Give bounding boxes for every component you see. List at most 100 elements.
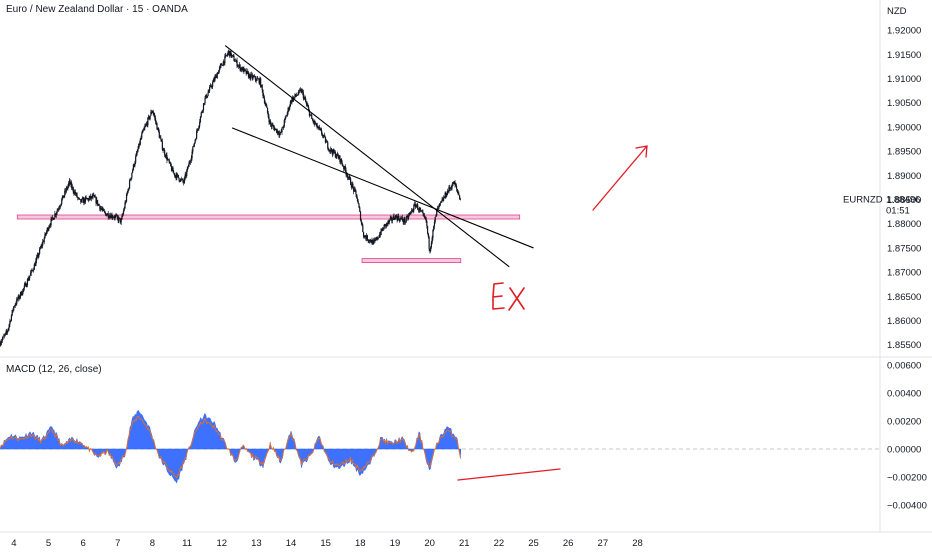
candle [32,267,35,273]
candle [111,212,113,220]
price-tick-label: 1.88000 [887,219,921,230]
candle [103,208,105,212]
candle [404,216,406,225]
candle [448,185,450,194]
candle [126,190,128,197]
candle [301,88,303,94]
time-tick-label: 25 [528,538,539,549]
candle [63,195,65,199]
candle [209,83,211,88]
candle [403,216,405,225]
candle [380,228,382,236]
candle [322,134,324,139]
candle [257,76,259,79]
candle [372,238,375,245]
candle [343,165,346,171]
candle [10,320,12,323]
candle [29,270,32,276]
candle [151,110,153,115]
candle [176,172,178,181]
candle [46,227,48,234]
price-tick-label: 1.87500 [887,243,921,254]
candle [426,225,429,235]
candle [30,269,32,276]
candle [39,245,41,250]
time-tick-label: 5 [46,538,51,549]
candle [5,329,7,335]
candle [384,224,386,227]
candle [232,53,234,58]
candle [282,124,285,130]
candle [84,195,86,205]
candle [231,55,234,58]
macd-title: MACD (12, 26, close) [6,364,102,375]
candle [69,179,71,188]
support-zone-1[interactable] [16,214,521,220]
candle [217,71,219,75]
candle [116,214,118,220]
symbol-label: EURNZD [843,195,883,206]
candle [170,162,172,167]
candle [244,69,247,72]
candle [293,96,295,99]
candle [342,164,344,168]
candle [388,219,391,225]
candle [244,68,246,72]
price-tick-label: 1.85500 [887,340,921,351]
trendline-2[interactable] [231,127,534,249]
candle [176,173,179,177]
macd-tick-label: −0.00200 [887,473,927,484]
candle [141,131,143,140]
candle [359,206,361,212]
candle [216,71,218,79]
candle [213,76,215,83]
candle [287,106,289,115]
candle [237,64,240,69]
candle [162,148,164,154]
candle [129,178,131,181]
candle [55,211,58,218]
candle [247,70,250,79]
candle [87,197,89,201]
candle [40,244,42,249]
candle [14,302,16,308]
candle [351,181,353,189]
candle [27,276,29,282]
candle [24,281,26,286]
candle [407,213,410,221]
candle [439,201,442,206]
last-price-label: 1.88496 [886,195,920,206]
candle [157,127,160,133]
price-pane[interactable] [0,45,534,347]
candle [61,195,64,201]
trendline-1[interactable] [224,45,510,268]
candle [22,288,24,296]
candle [445,191,447,199]
candle [196,128,198,139]
candle [427,232,429,239]
candle [90,193,92,201]
candle [83,196,85,206]
candle [34,261,36,267]
candle [281,127,283,135]
candle [397,213,399,222]
candle [440,200,442,203]
candle [274,127,276,131]
candle [61,197,63,206]
candle [271,122,273,129]
candle [382,227,384,232]
candle [358,203,360,208]
candle [254,75,256,83]
macd-pane[interactable] [0,409,880,484]
time-tick-label: 22 [494,538,505,549]
candle [340,158,343,165]
candle [19,291,22,299]
candle [91,193,93,199]
candle [296,94,298,96]
candle [173,172,176,178]
candle [58,204,61,211]
candle [310,113,312,116]
candle [135,150,138,157]
support-zone-2[interactable] [361,258,462,263]
chart-title: Euro / New Zealand Dollar · 15 · OANDA [6,4,188,15]
